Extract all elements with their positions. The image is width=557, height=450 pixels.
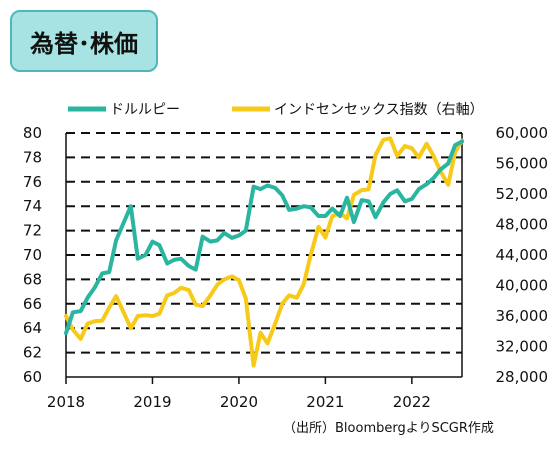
left-axis-ticks: 60 62 64 66 68 70 72 74 76 78 80 bbox=[23, 124, 42, 386]
right-axis-ticks: 28,000 32,000 36,000 40,000 44,000 48,000 52,0… bbox=[496, 124, 549, 386]
x-tick-label: 2018 bbox=[47, 393, 85, 411]
right-tick-label: 52,000 bbox=[496, 185, 549, 203]
left-tick-label: 72 bbox=[23, 222, 42, 240]
left-tick-label: 78 bbox=[23, 148, 42, 166]
x-tick-label: 2019 bbox=[133, 393, 171, 411]
legend-label-sensex: インドセンセックス指数（右軸） bbox=[274, 102, 484, 118]
title-box: 為替･株価 bbox=[10, 10, 158, 72]
left-tick-label: 68 bbox=[23, 270, 42, 288]
legend: ドルルピー インドセンセックス指数（右軸） bbox=[68, 102, 484, 118]
right-tick-label: 28,000 bbox=[496, 368, 549, 386]
right-tick-label: 48,000 bbox=[496, 216, 549, 234]
left-tick-label: 60 bbox=[23, 368, 42, 386]
source-note: （出所）BloombergよりSCGR作成 bbox=[283, 421, 494, 436]
right-tick-label: 60,000 bbox=[496, 124, 549, 142]
right-tick-label: 36,000 bbox=[496, 307, 549, 325]
x-axis-ticks: 2018 2019 2020 2021 2022 bbox=[47, 377, 431, 411]
axes bbox=[65, 133, 463, 378]
left-tick-label: 62 bbox=[23, 344, 42, 362]
legend-label-usd-inr: ドルルピー bbox=[110, 102, 180, 118]
right-tick-label: 56,000 bbox=[496, 155, 549, 173]
left-tick-label: 66 bbox=[23, 295, 42, 313]
left-tick-label: 70 bbox=[23, 246, 42, 264]
left-tick-label: 76 bbox=[23, 173, 42, 191]
right-tick-label: 32,000 bbox=[496, 338, 549, 356]
series-line-usd-inr bbox=[64, 139, 464, 336]
right-tick-label: 40,000 bbox=[496, 277, 549, 295]
left-tick-label: 64 bbox=[23, 319, 42, 337]
series-line-sensex bbox=[64, 136, 464, 368]
series-lines bbox=[64, 136, 464, 368]
x-tick-label: 2022 bbox=[393, 393, 431, 411]
left-tick-label: 80 bbox=[23, 124, 42, 142]
right-tick-label: 44,000 bbox=[496, 246, 549, 264]
x-tick-label: 2021 bbox=[306, 393, 344, 411]
page-title: 為替･株価 bbox=[30, 29, 138, 58]
left-tick-label: 74 bbox=[23, 197, 42, 215]
x-tick-label: 2020 bbox=[220, 393, 258, 411]
